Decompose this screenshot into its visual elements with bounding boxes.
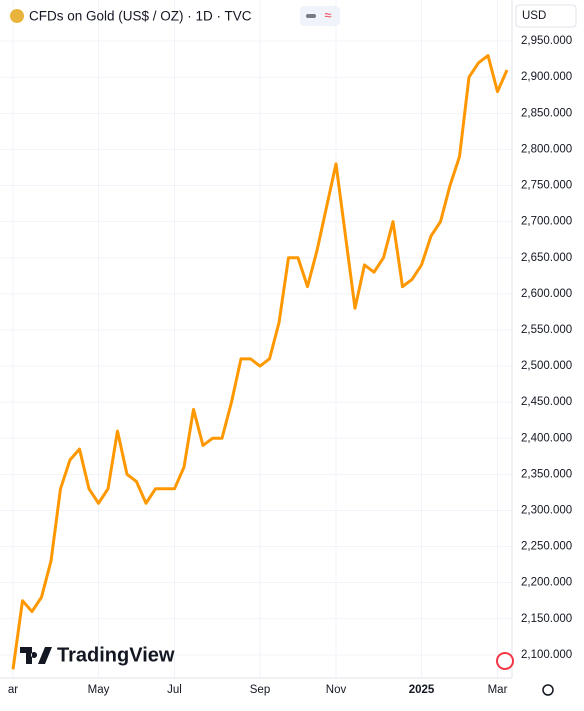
x-tick-label: Mar (488, 684, 508, 696)
y-tick-label: 2,800.000 (521, 143, 572, 155)
price-line (11, 54, 509, 670)
y-tick-label: 2,150.000 (521, 613, 572, 625)
y-tick-label: 2,500.000 (521, 360, 572, 372)
y-tick-label: 2,750.000 (521, 180, 572, 192)
status-badge (300, 6, 340, 26)
brand-name: TradingView (57, 644, 175, 666)
y-tick-label: 2,700.000 (521, 216, 572, 228)
x-tick-label: May (88, 684, 110, 696)
logo-mark (20, 647, 52, 664)
x-tick-label: Jul (167, 684, 182, 696)
chart-title: CFDs on Gold (US$ / OZ) · 1D · TVC (29, 9, 252, 24)
brand-logo: TradingView (20, 644, 175, 666)
y-tick-label: 2,550.000 (521, 324, 572, 336)
y-tick-label: 2,850.000 (521, 107, 572, 119)
y-tick-label: 2,950.000 (521, 35, 572, 47)
y-tick-label: 2,450.000 (521, 396, 572, 408)
x-tick-label: 2025 (409, 684, 435, 696)
currency-button[interactable] (515, 4, 577, 28)
y-tick-label: 2,900.000 (521, 71, 572, 83)
x-tick-label: Sep (250, 684, 270, 696)
status-icon (306, 14, 316, 18)
event-icon[interactable] (496, 652, 514, 670)
y-tick-label: 2,350.000 (521, 468, 572, 480)
y-tick-label: 2,650.000 (521, 252, 572, 264)
x-tick-label: ar (8, 684, 18, 696)
y-tick-label: 2,600.000 (521, 288, 572, 300)
status-icon: ≈ (324, 7, 331, 22)
x-tick-label: Nov (326, 684, 347, 696)
y-tick-label: 2,100.000 (521, 649, 572, 661)
currency-label[interactable]: USD (522, 10, 546, 22)
y-tick-label: 2,200.000 (521, 577, 572, 589)
y-tick-label: 2,300.000 (521, 505, 572, 517)
symbol-icon (10, 9, 24, 23)
settings-button[interactable] (542, 684, 554, 696)
y-tick-label: 2,250.000 (521, 541, 572, 553)
y-tick-label: 2,400.000 (521, 432, 572, 444)
